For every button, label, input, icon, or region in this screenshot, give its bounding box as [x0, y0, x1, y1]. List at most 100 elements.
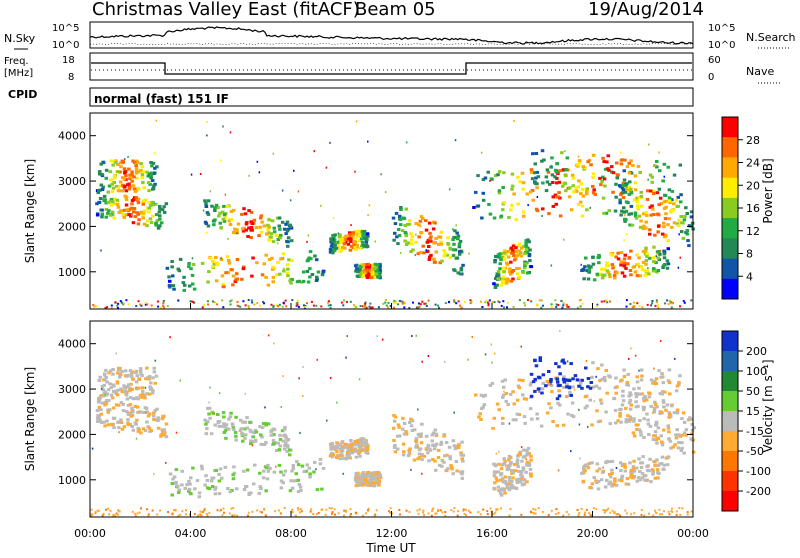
radar-cell — [632, 419, 636, 423]
radar-cell — [284, 441, 288, 445]
radar-cell — [575, 378, 580, 382]
radar-cell — [456, 234, 461, 238]
radar-cell — [521, 466, 525, 470]
ground-scatter-cell — [453, 299, 455, 302]
radar-cell — [496, 470, 500, 474]
radar-cell — [117, 426, 121, 430]
radar-cell — [137, 428, 141, 432]
radar-cell — [277, 216, 282, 220]
radar-cell — [214, 279, 219, 283]
radar-cell — [416, 252, 421, 256]
ground-scatter-cell — [206, 514, 209, 517]
noise-cell — [566, 360, 569, 363]
radar-cell — [205, 427, 209, 431]
radar-cell — [278, 272, 282, 276]
ground-scatter-cell — [541, 511, 544, 513]
ground-scatter-cell — [116, 307, 119, 309]
ground-scatter-cell — [509, 508, 512, 511]
radar-cell — [415, 445, 420, 449]
noise-cell — [315, 468, 317, 471]
radar-cell — [339, 238, 343, 242]
radar-cell — [264, 275, 268, 279]
radar-cell — [150, 200, 155, 204]
radar-cell — [124, 203, 129, 207]
radar-cell — [437, 235, 441, 239]
radar-cell — [597, 272, 602, 276]
radar-cell — [459, 250, 464, 254]
ground-scatter-cell — [139, 303, 142, 306]
noise-cell — [220, 257, 222, 260]
radar-cell — [353, 449, 358, 453]
radar-cell — [645, 252, 649, 256]
radar-cell — [262, 224, 267, 228]
radar-cell — [529, 265, 534, 269]
radar-cell — [647, 272, 651, 276]
radar-cell — [626, 383, 630, 387]
ground-scatter-cell — [104, 306, 107, 309]
radar-cell — [639, 219, 643, 223]
radar-cell — [130, 406, 134, 410]
radar-cell — [330, 455, 335, 459]
radar-cell — [503, 491, 507, 495]
radar-cell — [576, 185, 580, 189]
radar-cell — [589, 163, 593, 167]
radar-cell — [95, 416, 100, 420]
ground-scatter-cell — [453, 507, 456, 509]
colorbar-segment — [722, 431, 738, 452]
radar-cell — [187, 479, 191, 483]
radar-cell — [656, 269, 661, 272]
radar-cell — [136, 397, 141, 401]
radar-cell — [660, 390, 665, 394]
colorbar-tick-label: 24 — [746, 157, 760, 170]
ground-scatter-cell — [547, 514, 550, 517]
radar-cell — [620, 403, 625, 407]
radar-cell — [275, 216, 280, 220]
radar-cell — [208, 486, 212, 490]
radar-cell — [524, 244, 529, 248]
velocity-ylabel: Slant Range [km] — [23, 367, 37, 471]
radar-cell — [103, 373, 107, 377]
date-label: 19/Aug/2014 — [588, 0, 704, 20]
radar-cell — [529, 454, 533, 458]
radar-cell — [220, 274, 225, 278]
radar-cell — [524, 397, 529, 401]
radar-cell — [134, 168, 139, 172]
radar-cell — [143, 209, 147, 213]
radar-cell — [527, 240, 531, 244]
radar-cell — [644, 259, 648, 263]
noise-cell — [91, 447, 94, 450]
radar-cell — [594, 479, 598, 483]
radar-cell — [657, 369, 661, 373]
noise-cell — [220, 159, 222, 162]
radar-cell — [222, 422, 226, 426]
ground-scatter-cell — [272, 305, 275, 308]
ground-scatter-cell — [118, 510, 121, 513]
ground-scatter-cell — [203, 304, 206, 307]
ground-scatter-cell — [557, 304, 560, 306]
radar-cell — [535, 412, 539, 416]
radar-cell — [662, 467, 666, 471]
noise-cell — [467, 358, 469, 361]
radar-cell — [495, 479, 499, 483]
radar-cell — [149, 176, 153, 180]
radar-cell — [140, 165, 144, 169]
ground-scatter-cell — [93, 305, 96, 308]
radar-cell — [599, 478, 604, 482]
colorbar-segment — [722, 137, 738, 158]
radar-cell — [219, 226, 223, 230]
radar-cell — [131, 428, 136, 432]
noise-cell — [541, 215, 543, 217]
ground-scatter-cell — [427, 512, 430, 515]
radar-cell — [332, 238, 337, 242]
radar-cell — [396, 423, 401, 427]
radar-cell — [665, 403, 670, 407]
radar-cell — [228, 223, 233, 226]
radar-cell — [503, 279, 508, 282]
ground-scatter-cell — [670, 306, 673, 309]
radar-cell — [578, 200, 583, 204]
radar-cell — [234, 438, 238, 442]
radar-cell — [497, 462, 501, 466]
radar-cell — [534, 152, 539, 155]
colorbar-segment — [722, 177, 738, 199]
radar-cell — [624, 406, 628, 410]
